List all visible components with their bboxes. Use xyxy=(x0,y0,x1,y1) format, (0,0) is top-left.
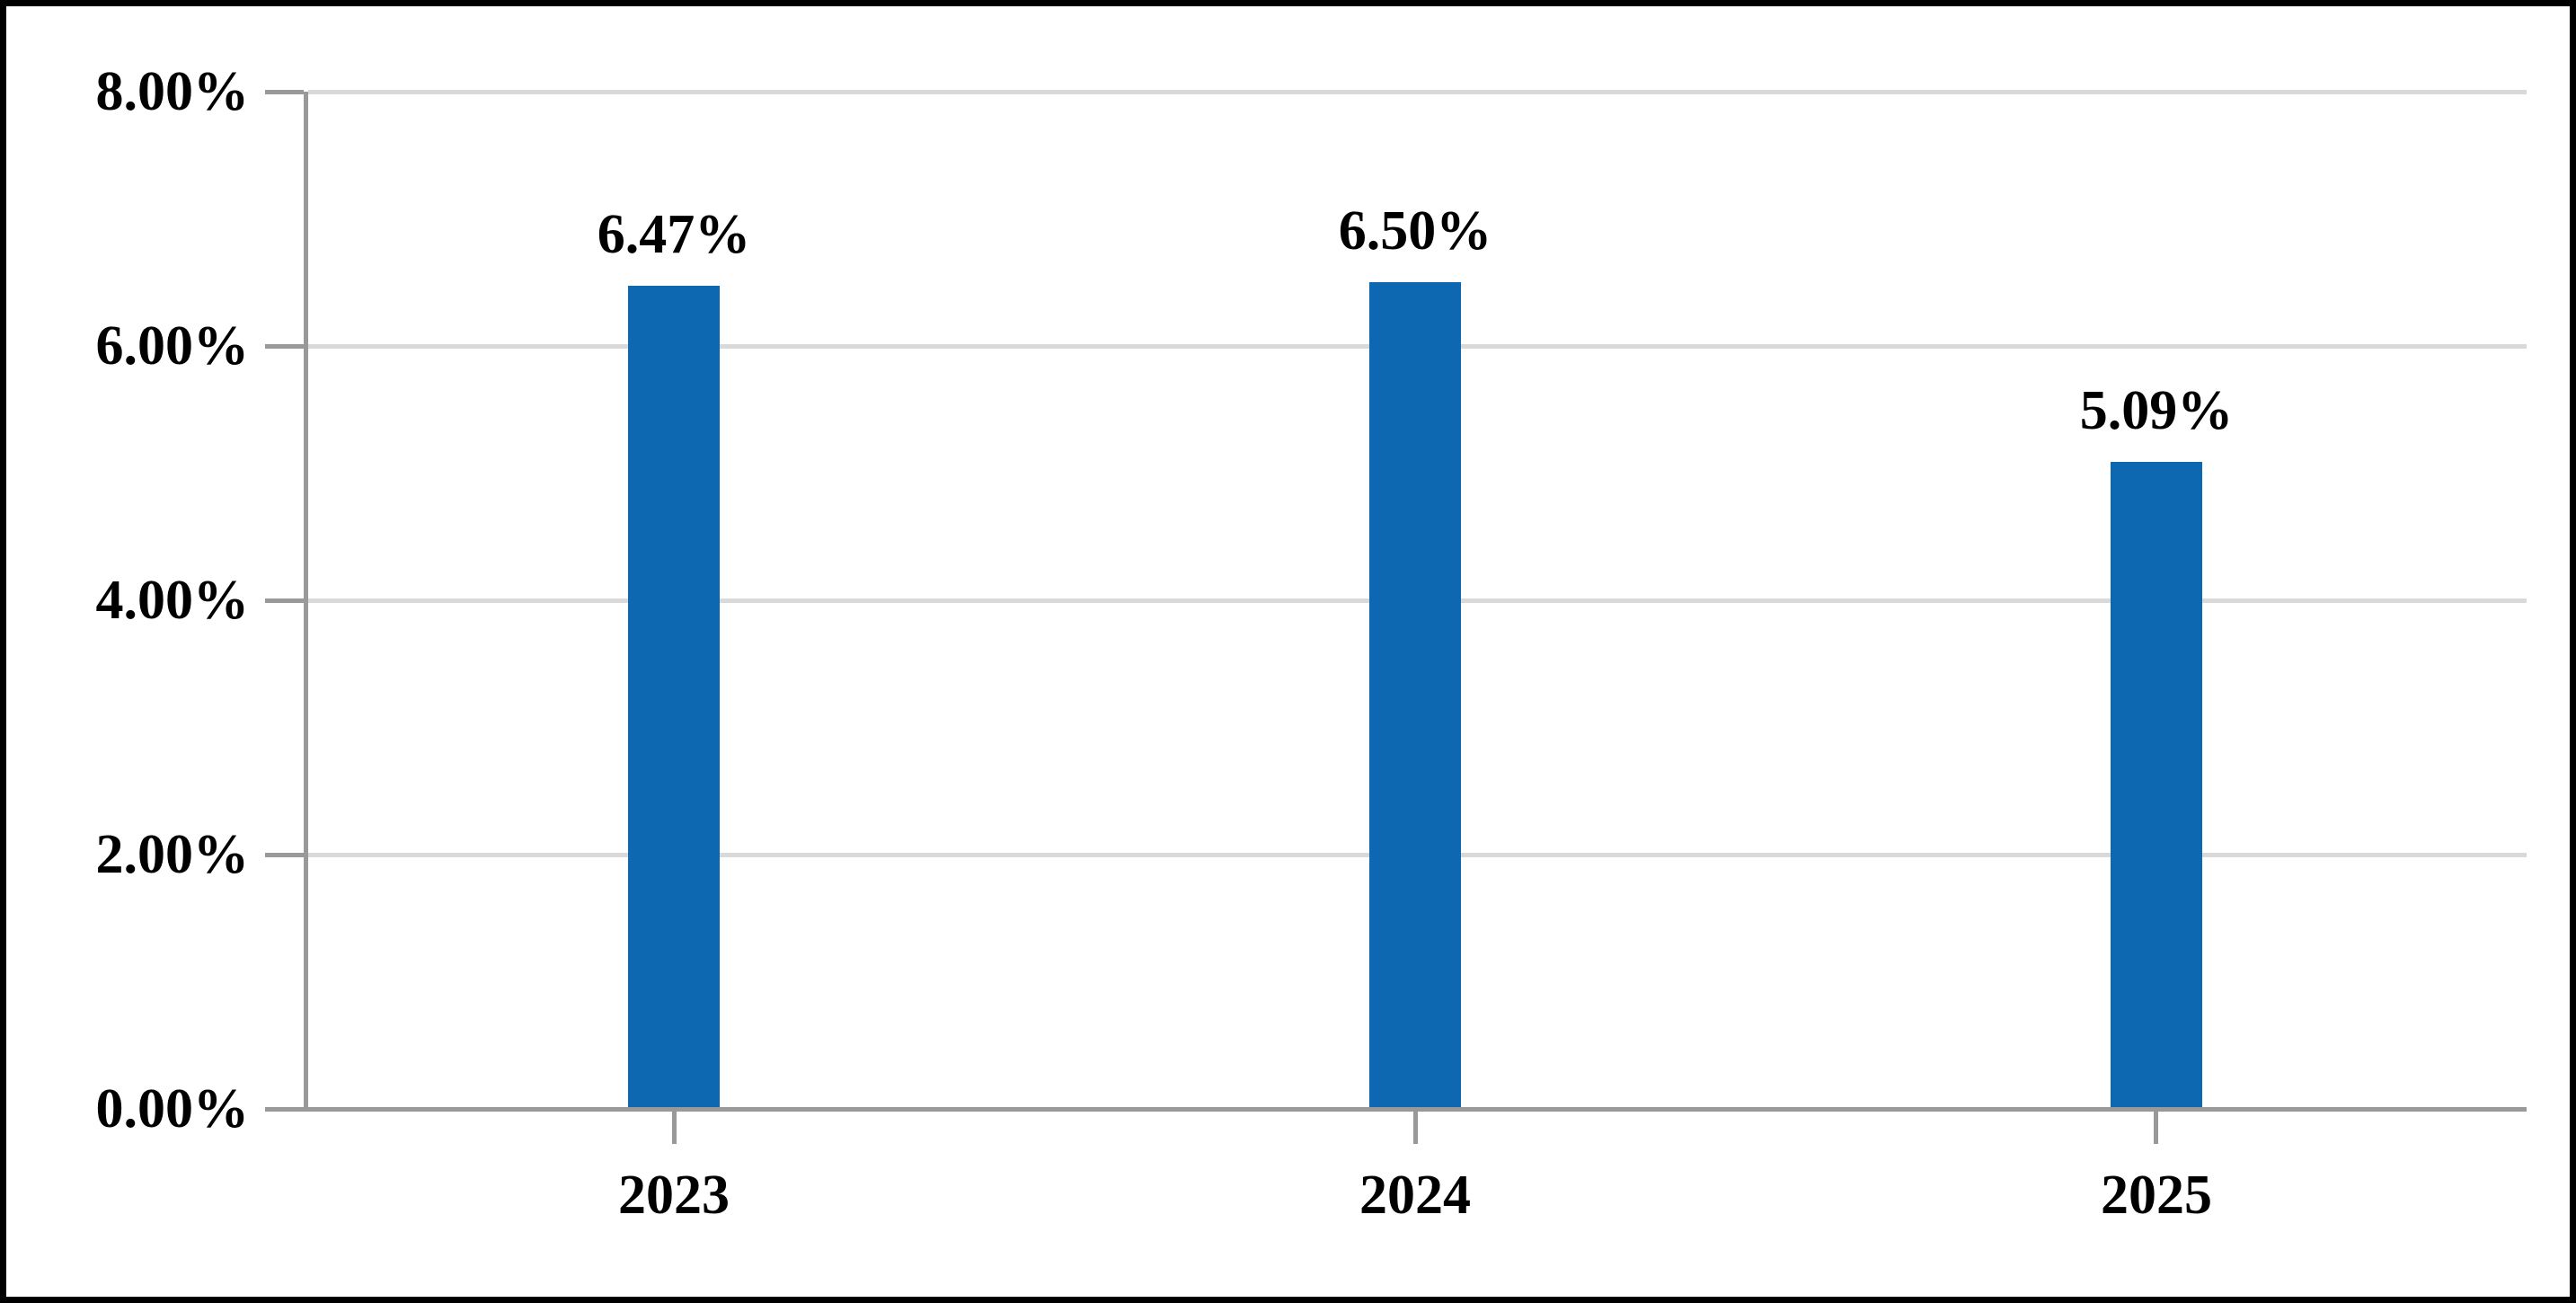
y-axis-line xyxy=(304,92,308,1112)
x-tick-mark xyxy=(2154,1112,2158,1144)
y-tick-label: 2.00% xyxy=(95,824,250,885)
y-tick-label: 0.00% xyxy=(95,1078,250,1139)
x-tick-label: 2024 xyxy=(1359,1165,1471,1226)
bar-value-label: 5.09% xyxy=(2079,380,2234,441)
x-tick-label: 2023 xyxy=(618,1165,730,1226)
y-tick-mark xyxy=(265,598,304,603)
bar xyxy=(2111,462,2202,1107)
y-tick-mark xyxy=(265,90,304,94)
y-gridline xyxy=(308,90,2527,94)
x-axis-line xyxy=(304,1107,2527,1112)
x-tick-label: 2025 xyxy=(2101,1165,2212,1226)
bar xyxy=(1369,282,1461,1107)
bar xyxy=(628,286,720,1107)
y-tick-label: 8.00% xyxy=(95,61,250,122)
y-tick-mark xyxy=(265,344,304,349)
bar-value-label: 6.50% xyxy=(1338,200,1492,261)
x-tick-mark xyxy=(672,1112,677,1144)
bar-value-label: 6.47% xyxy=(597,204,751,265)
y-tick-mark xyxy=(265,1107,304,1112)
y-tick-mark xyxy=(265,853,304,857)
x-tick-mark xyxy=(1413,1112,1418,1144)
y-tick-label: 4.00% xyxy=(95,570,250,631)
y-tick-label: 6.00% xyxy=(95,315,250,377)
